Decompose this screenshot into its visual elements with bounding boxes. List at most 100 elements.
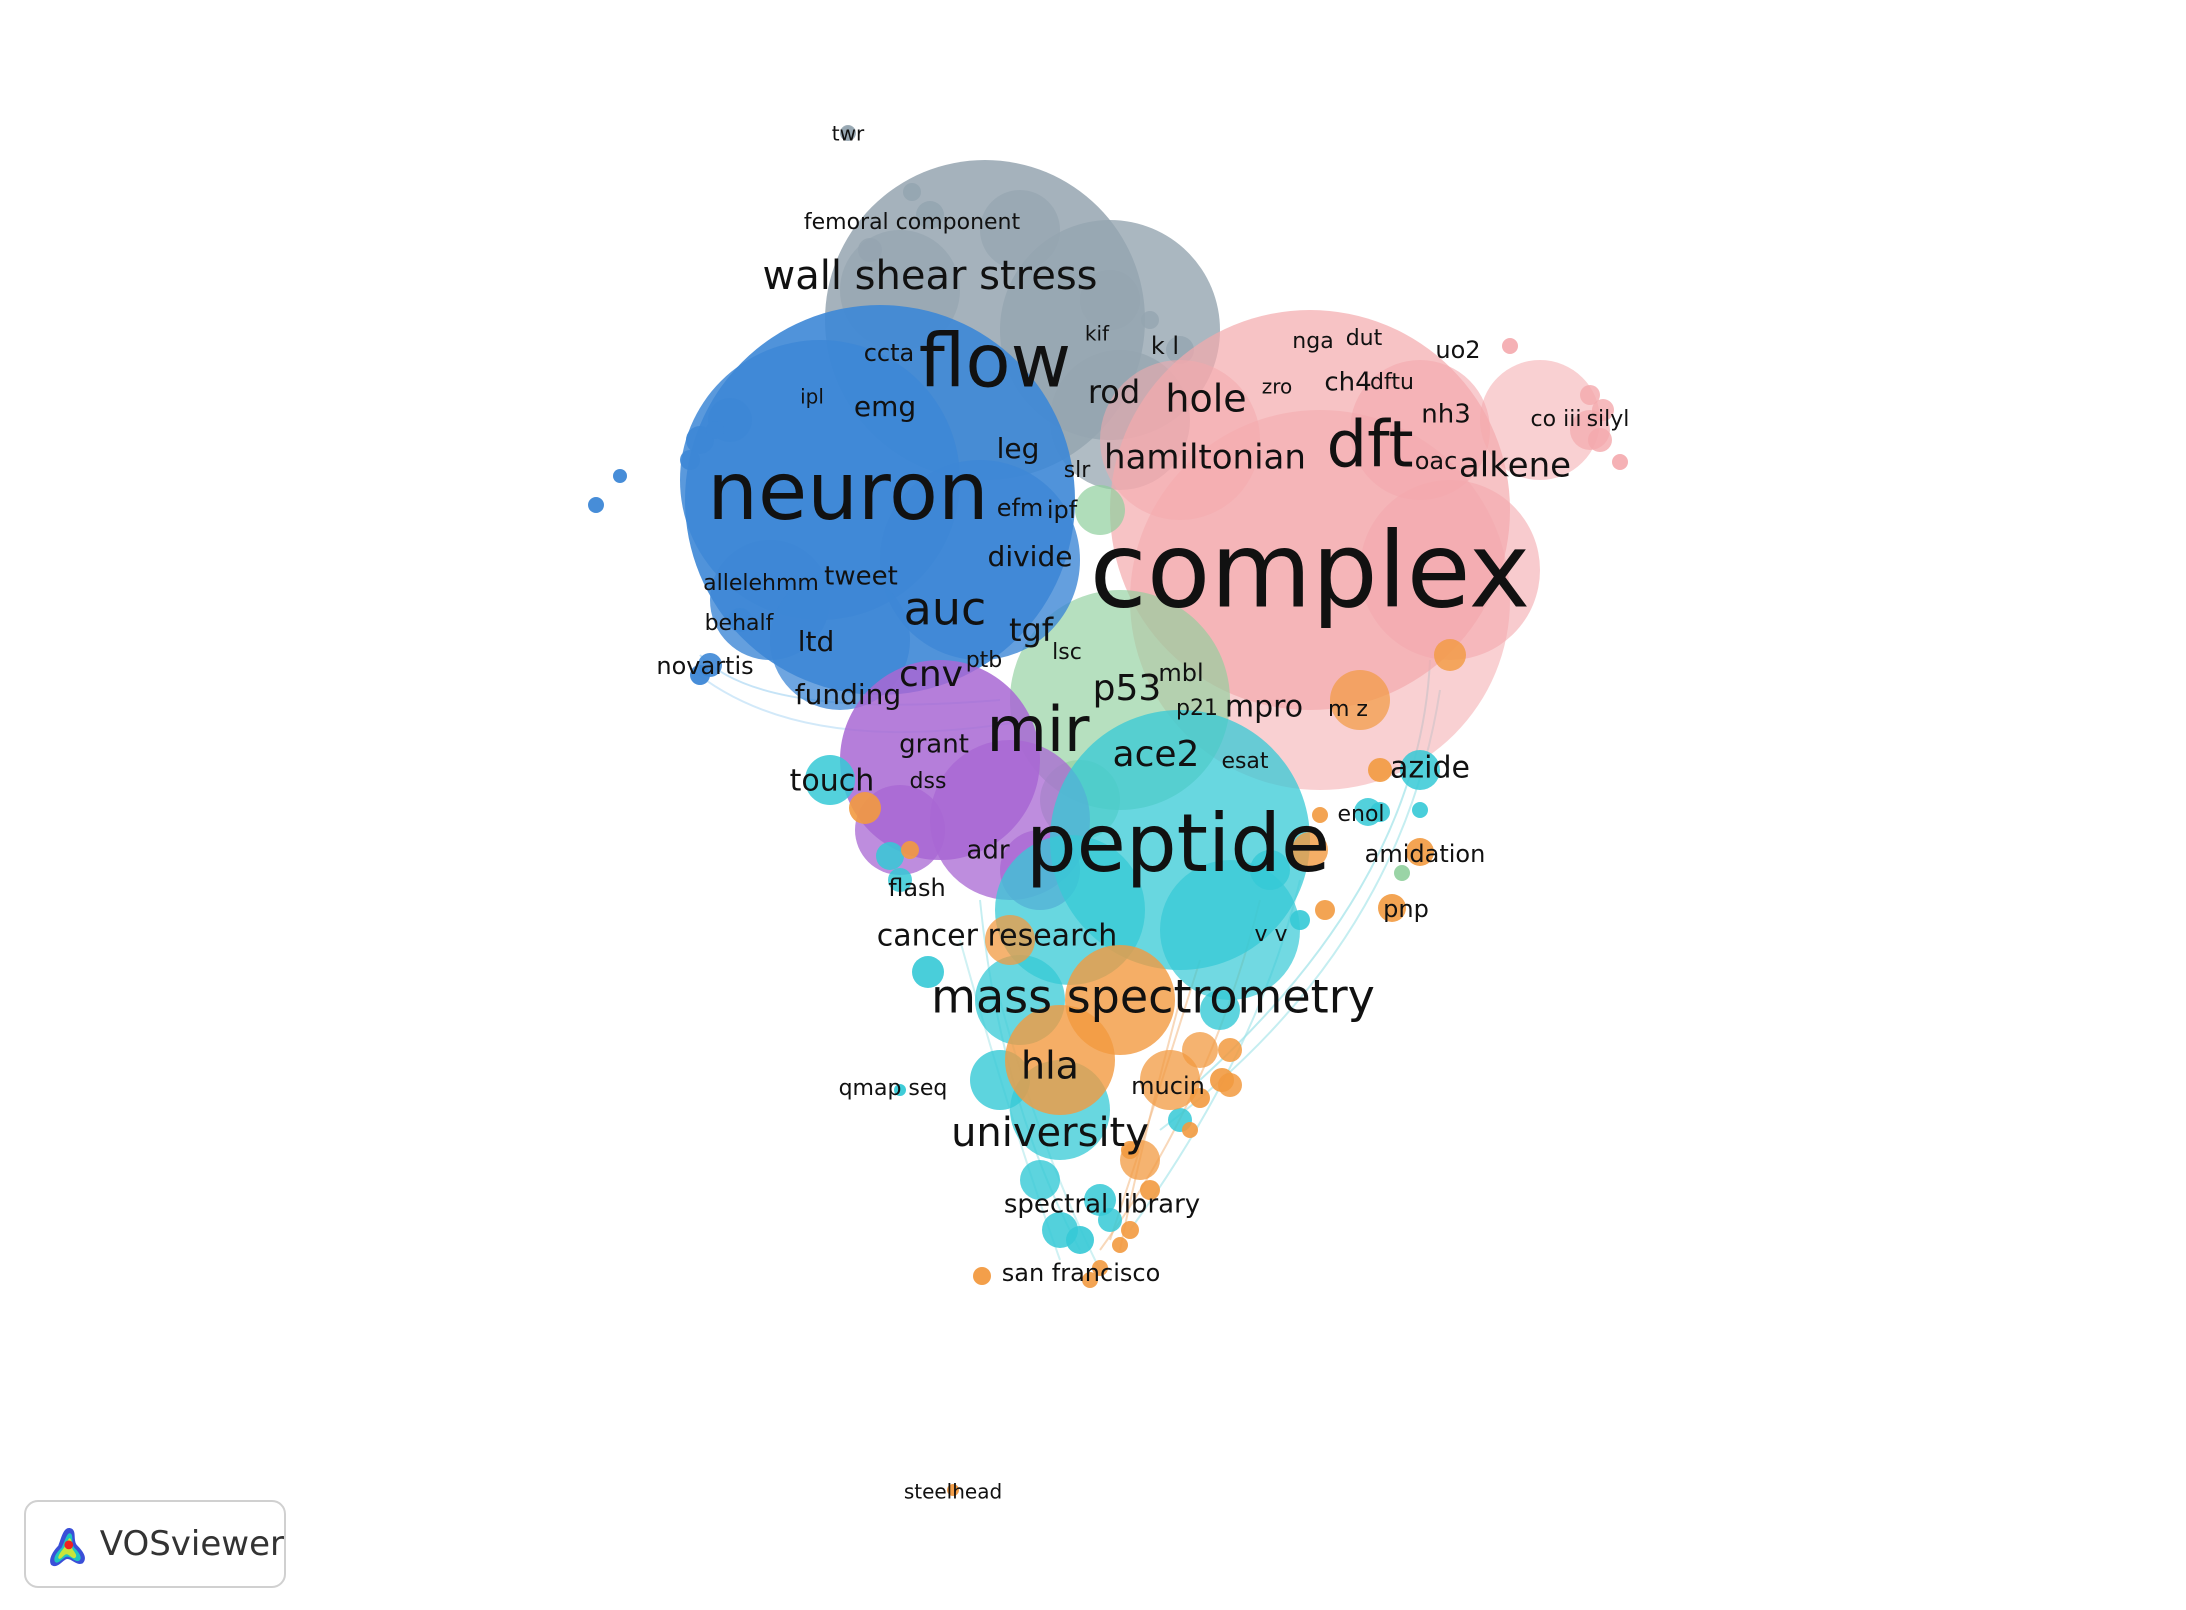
orange-cluster-bubble[interactable] [849, 792, 881, 824]
term-label-esat[interactable]: esat [1221, 749, 1268, 774]
blue-cluster-bubble[interactable] [770, 570, 910, 710]
orange-cluster-bubble[interactable] [1378, 894, 1406, 922]
term-label-ltd[interactable]: ltd [798, 625, 835, 658]
term-label-silyl[interactable]: silyl [1587, 407, 1630, 432]
orange-cluster-bubble[interactable] [985, 915, 1035, 965]
orange-cluster-bubble[interactable] [1434, 639, 1466, 671]
orange-cluster-bubble[interactable] [1292, 832, 1328, 868]
term-label-co-iii[interactable]: co iii [1531, 407, 1582, 432]
cyan-cluster-bubble[interactable] [1200, 990, 1240, 1030]
cyan-cluster-bubble[interactable] [894, 1084, 906, 1096]
orange-cluster-bubble[interactable] [1112, 1237, 1128, 1253]
cyan-cluster-bubble[interactable] [1412, 802, 1428, 818]
term-label-p21[interactable]: p21 [1176, 696, 1218, 721]
cyan-cluster-bubble[interactable] [876, 842, 904, 870]
gray-cluster-bubble[interactable] [903, 183, 921, 201]
orange-cluster-bubble[interactable] [1092, 1260, 1108, 1276]
term-label-nga[interactable]: nga [1292, 329, 1333, 354]
term-label-qmap-seq[interactable]: qmap seq [839, 1076, 948, 1101]
cyan-cluster-bubble[interactable] [1250, 850, 1290, 890]
term-label-hole[interactable]: hole [1165, 377, 1246, 421]
term-label-dftu[interactable]: dftu [1370, 370, 1414, 395]
term-label-mpro[interactable]: mpro [1225, 690, 1303, 725]
cyan-cluster-bubble[interactable] [912, 956, 944, 988]
term-label-touch[interactable]: touch [790, 764, 875, 799]
gray-cluster-bubble[interactable] [1141, 311, 1159, 329]
term-label-cnv[interactable]: cnv [899, 654, 963, 695]
gray-cluster-bubble[interactable] [980, 190, 1060, 270]
term-label-v-v[interactable]: v v [1254, 922, 1287, 947]
term-label-complex[interactable]: complex [1090, 509, 1531, 631]
orange-cluster-bubble[interactable] [1312, 807, 1328, 823]
green-cluster-bubble[interactable] [1075, 485, 1125, 535]
term-label-femoral-component[interactable]: femoral component [804, 210, 1021, 235]
term-label-enol[interactable]: enol [1337, 802, 1384, 827]
cyan-cluster-bubble[interactable] [805, 755, 855, 805]
orange-cluster-bubble[interactable] [1218, 1038, 1242, 1062]
cyan-cluster-bubble[interactable] [1290, 910, 1310, 930]
cyan-cluster-bubble[interactable] [888, 868, 912, 892]
term-label-p53[interactable]: p53 [1093, 668, 1162, 709]
pink-cluster-bubble[interactable] [1502, 338, 1518, 354]
orange-cluster-bubble[interactable] [1368, 758, 1392, 782]
orange-cluster-bubble[interactable] [1121, 1141, 1139, 1159]
term-label-ch4[interactable]: ch4 [1324, 368, 1371, 398]
cyan-cluster-bubble[interactable] [1042, 1212, 1078, 1248]
blue-cluster-bubble[interactable] [690, 665, 710, 685]
term-label-neuron[interactable]: neuron [707, 445, 988, 538]
term-label-oac[interactable]: oac [1415, 447, 1458, 475]
gray-cluster-bubble[interactable] [916, 201, 944, 229]
term-label-dut[interactable]: dut [1346, 326, 1383, 351]
orange-cluster-bubble[interactable] [1406, 838, 1434, 866]
term-label-azide[interactable]: azide [1390, 751, 1470, 786]
orange-cluster-bubble[interactable] [901, 841, 919, 859]
term-label-mir[interactable]: mir [986, 693, 1090, 766]
pink-cluster-bubble[interactable] [1588, 428, 1612, 452]
orange-cluster-bubble[interactable] [1330, 670, 1390, 730]
term-label-wall-shear-stress[interactable]: wall shear stress [762, 253, 1097, 299]
blue-cluster-bubble[interactable] [880, 460, 1080, 660]
term-label-mbl[interactable]: mbl [1158, 659, 1203, 687]
term-label-ccta[interactable]: ccta [864, 339, 915, 367]
term-label-m-z[interactable]: m z [1328, 697, 1368, 722]
term-label-funding[interactable]: funding [795, 678, 901, 711]
orange-cluster-bubble[interactable] [1190, 1088, 1210, 1108]
blue-cluster-bubble[interactable] [588, 497, 604, 513]
gray-cluster-bubble[interactable] [858, 238, 882, 262]
term-label-leg[interactable]: leg [997, 432, 1040, 465]
cyan-cluster-bubble[interactable] [1370, 802, 1390, 822]
term-label-alkene[interactable]: alkene [1459, 446, 1571, 486]
term-label-spectral-library[interactable]: spectral library [1004, 1190, 1200, 1220]
term-label-divide[interactable]: divide [988, 540, 1073, 573]
orange-cluster-bubble[interactable] [1182, 1122, 1198, 1138]
term-label-dss[interactable]: dss [910, 769, 947, 794]
cyan-cluster-bubble[interactable] [1084, 1184, 1116, 1216]
term-label-emg[interactable]: emg [854, 390, 916, 423]
term-label-novartis[interactable]: novartis [656, 652, 753, 680]
term-label-hla[interactable]: hla [1021, 1044, 1079, 1088]
term-label-twr[interactable]: twr [832, 122, 865, 146]
term-label-tweet[interactable]: tweet [824, 562, 898, 592]
orange-cluster-bubble[interactable] [1082, 1272, 1098, 1288]
term-label-zro[interactable]: zro [1262, 375, 1293, 399]
term-label-uo2[interactable]: uo2 [1435, 336, 1480, 364]
orange-cluster-bubble[interactable] [1121, 1221, 1139, 1239]
term-label-kif[interactable]: kif [1085, 322, 1110, 346]
cyan-cluster-bubble[interactable] [1400, 750, 1440, 790]
term-label-ptb[interactable]: ptb [966, 648, 1003, 673]
term-label-cancer-research[interactable]: cancer research [877, 919, 1118, 954]
term-label-dft[interactable]: dft [1326, 409, 1413, 483]
blue-cluster-bubble[interactable] [706, 421, 724, 439]
term-label-auc[interactable]: auc [904, 582, 987, 636]
term-label-flow[interactable]: flow [919, 319, 1071, 405]
vosviewer-badge[interactable]: VOSviewer [24, 1500, 286, 1588]
term-label-rod[interactable]: rod [1088, 373, 1140, 411]
term-label-ipf[interactable]: ipf [1047, 496, 1078, 524]
term-label-grant[interactable]: grant [899, 730, 969, 760]
pink-cluster-bubble[interactable] [1100, 360, 1260, 520]
term-label-ipl[interactable]: ipl [800, 385, 824, 409]
term-label-pnp[interactable]: pnp [1383, 895, 1429, 923]
term-label-ace2[interactable]: ace2 [1113, 734, 1200, 775]
orange-cluster-bubble[interactable] [1005, 1005, 1115, 1115]
